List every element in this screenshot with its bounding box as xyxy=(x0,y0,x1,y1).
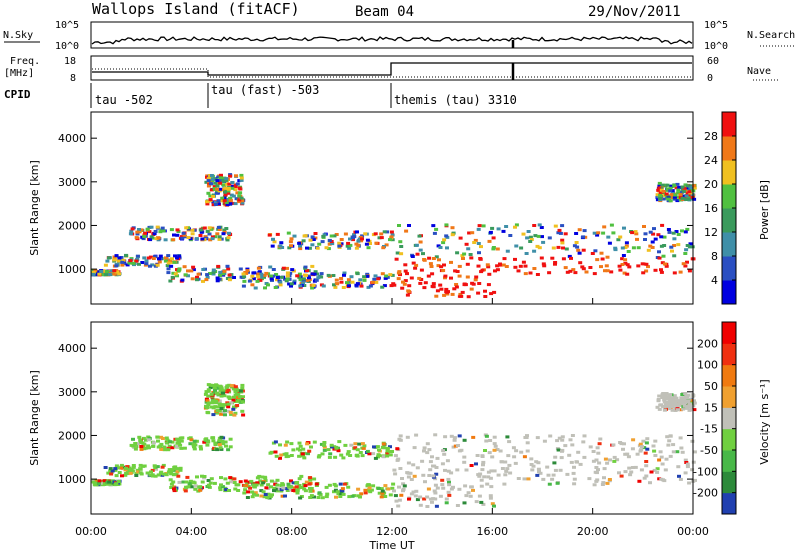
nave-label: Nave xyxy=(747,66,771,77)
velocity-colorbar: 200 100 50 15 -15 -50 -100 -200 xyxy=(693,321,737,515)
power-colorbar: 28 24 20 16 12 8 4 xyxy=(704,111,737,305)
colorbar-tick-label: 16 xyxy=(704,202,718,215)
velocity-scatter xyxy=(91,383,697,508)
y-tick-label: 4000 xyxy=(58,132,86,145)
colorbar-swatch xyxy=(722,471,736,494)
nsearch-tick-bottom: 10^0 xyxy=(704,41,728,52)
colorbar-swatch xyxy=(722,492,736,515)
freq-tick-top: 18 xyxy=(64,56,76,67)
colorbar-swatch xyxy=(722,112,736,137)
x-tick-label: 04:00 xyxy=(175,525,207,538)
freq-tick-bottom: 8 xyxy=(70,73,76,84)
nsky-tick-bottom: 10^0 xyxy=(55,41,79,52)
velocity-y-axis: 4000 3000 2000 1000 xyxy=(58,342,693,486)
power-colorbar-label: Power [dB] xyxy=(758,180,771,240)
freq-panel: Freq. [MHz] 18 8 60 0 Nave xyxy=(4,55,778,84)
colorbar-tick-label: 15 xyxy=(704,401,718,414)
cpid-label: CPID xyxy=(4,88,31,101)
colorbar-tick-label: 8 xyxy=(711,250,718,263)
cpid-segment-3: themis (tau) 3310 xyxy=(394,93,517,107)
colorbar-tick-label: 200 xyxy=(697,337,718,350)
colorbar-swatch xyxy=(722,386,736,408)
nave-tick-top: 60 xyxy=(707,56,719,67)
x-tick-label: 20:00 xyxy=(577,525,609,538)
nave-tick-bottom: 0 xyxy=(707,73,713,84)
x-tick-label: 12:00 xyxy=(376,525,408,538)
nsky-panel: N.Sky N.Search 10^5 10^0 10^5 10^0 xyxy=(3,20,795,52)
colorbar-tick-label: 4 xyxy=(711,274,718,287)
y-tick-label: 1000 xyxy=(58,473,86,486)
colorbar-swatch xyxy=(722,364,736,387)
colorbar-tick-label: 50 xyxy=(704,380,718,393)
colorbar-swatch xyxy=(722,160,736,185)
cpid-segment-1: tau -502 xyxy=(95,93,153,107)
colorbar-tick-label: -50 xyxy=(700,444,718,457)
colorbar-swatch xyxy=(722,136,736,161)
velocity-panel: 4000 3000 2000 1000 Slant Range [km] 200 100… xyxy=(28,298,771,552)
nsearch-tick-top: 10^5 xyxy=(704,20,728,31)
power-panel: 4000 3000 2000 1000 Slant Range [km] 28 24 20… xyxy=(28,111,771,305)
colorbar-swatch xyxy=(722,184,736,209)
station-title: Wallops Island (fitACF) xyxy=(92,0,300,18)
freq-unit-label: [MHz] xyxy=(4,68,34,79)
colorbar-tick-label: 28 xyxy=(704,130,718,143)
nave-trace xyxy=(92,68,692,78)
time-axis-label: Time UT xyxy=(368,539,414,552)
power-y-axis: 4000 3000 2000 1000 xyxy=(58,132,693,276)
velocity-ylabel: Slant Range [km] xyxy=(28,370,41,466)
nsky-tick-top: 10^5 xyxy=(55,20,79,31)
power-ylabel: Slant Range [km] xyxy=(28,160,41,256)
y-tick-label: 3000 xyxy=(58,176,86,189)
colorbar-tick-label: -15 xyxy=(700,423,718,436)
nsky-label: N.Sky xyxy=(3,30,33,41)
colorbar-swatch xyxy=(722,322,736,344)
colorbar-swatch xyxy=(722,450,736,472)
velocity-colorbar-label: Velocity [m s⁻¹] xyxy=(758,379,771,464)
colorbar-tick-label: 12 xyxy=(704,226,718,239)
colorbar-swatch xyxy=(722,232,736,257)
colorbar-swatch xyxy=(722,343,736,366)
nsearch-label: N.Search xyxy=(747,30,795,41)
cpid-segment-2: tau (fast) -503 xyxy=(211,83,319,97)
colorbar-tick-label: -100 xyxy=(693,465,718,478)
colorbar-tick-label: 100 xyxy=(697,359,718,372)
date-title: 29/Nov/2011 xyxy=(588,4,681,20)
colorbar-swatch xyxy=(722,208,736,233)
colorbar-swatch xyxy=(722,256,736,281)
x-tick-label: 00:00 xyxy=(75,525,107,538)
beam-title: Beam 04 xyxy=(355,4,414,20)
power-scatter xyxy=(91,173,697,299)
y-tick-label: 4000 xyxy=(58,342,86,355)
y-tick-label: 2000 xyxy=(58,219,86,232)
freq-label: Freq. xyxy=(10,56,40,67)
x-tick-label: 00:00 xyxy=(677,525,709,538)
colorbar-tick-label: -200 xyxy=(693,487,718,500)
nsky-trace xyxy=(91,36,693,45)
freq-trace xyxy=(92,62,692,76)
x-tick-label: 08:00 xyxy=(276,525,308,538)
time-axis: 00:00 04:00 08:00 12:00 16:00 20:00 00:00 xyxy=(75,298,709,538)
y-tick-label: 3000 xyxy=(58,386,86,399)
y-tick-label: 1000 xyxy=(58,263,86,276)
colorbar-tick-label: 24 xyxy=(704,154,718,167)
colorbar-tick-label: 20 xyxy=(704,178,718,191)
x-tick-label: 16:00 xyxy=(476,525,508,538)
cpid-panel: CPID tau -502 tau (fast) -503 themis (ta… xyxy=(4,83,517,108)
colorbar-swatch xyxy=(722,428,736,451)
colorbar-swatch xyxy=(722,407,736,430)
colorbar-swatch xyxy=(722,280,736,305)
y-tick-label: 2000 xyxy=(58,429,86,442)
